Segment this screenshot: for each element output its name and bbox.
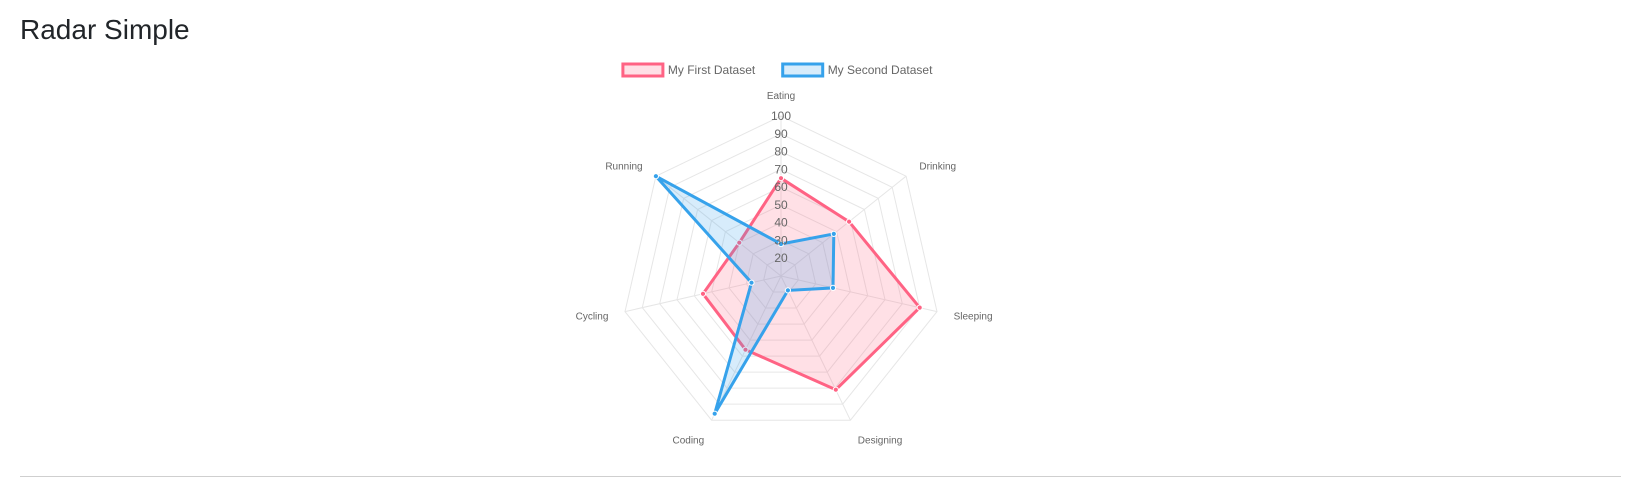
point-label: Cycling — [576, 311, 609, 322]
data-point-1[interactable] — [832, 386, 839, 393]
tick-label: 90 — [774, 127, 788, 141]
grid-ring — [763, 257, 799, 293]
data-point-1[interactable] — [777, 175, 785, 182]
tick-label: 50 — [774, 198, 788, 212]
grid-ring — [659, 151, 903, 389]
series-area-2 — [654, 174, 836, 415]
legend-item-2[interactable]: My Second Dataset — [781, 62, 933, 78]
tick-label: 30 — [774, 233, 788, 247]
tick-label: 60 — [774, 180, 788, 194]
legend-label: My First Dataset — [668, 63, 756, 77]
data-point-2[interactable] — [829, 284, 837, 291]
data-point-2[interactable] — [711, 410, 718, 417]
data-point-1[interactable] — [736, 239, 743, 246]
legend-item-1[interactable]: My First Dataset — [621, 62, 756, 78]
grid-ring — [745, 239, 817, 309]
grid-ring — [711, 204, 851, 341]
grid-ring — [676, 168, 886, 373]
grid-ring — [641, 133, 921, 405]
tick-label: 70 — [774, 162, 788, 176]
point-label: Designing — [858, 436, 902, 447]
grid-spoke — [780, 275, 851, 421]
grid-ring — [728, 222, 834, 325]
radial-tick-labels: 20 30 40 50 60 70 80 90 100 — [771, 109, 791, 265]
point-label: Sleeping — [954, 311, 993, 322]
point-label: Coding — [672, 436, 704, 447]
tick-label: 80 — [774, 145, 788, 159]
radar-series — [652, 173, 923, 417]
legend-swatch — [781, 62, 825, 78]
data-point-2[interactable] — [748, 279, 755, 286]
grid-spoke — [655, 175, 782, 277]
grid-spoke — [780, 175, 907, 277]
data-point-1[interactable] — [916, 304, 923, 311]
data-point-2[interactable] — [830, 230, 837, 237]
grid-ring — [624, 115, 938, 421]
point-labels: Eating Drinking Sleeping Designing Coding Cyc… — [576, 91, 993, 447]
point-label: Eating — [767, 91, 795, 102]
data-point-2[interactable] — [777, 240, 785, 248]
radar-chart: My First Dataset My Second Dataset 20 30 40… — [576, 62, 993, 447]
legend-swatch — [621, 62, 665, 78]
tick-label: 40 — [774, 216, 788, 230]
tick-label: 100 — [771, 109, 791, 123]
page-title: Radar Simple — [20, 14, 190, 45]
data-point-1[interactable] — [699, 290, 707, 297]
grid-spoke — [780, 275, 938, 313]
legend-label: My Second Dataset — [828, 63, 933, 77]
data-point-1[interactable] — [742, 346, 749, 353]
divider — [20, 476, 1621, 477]
point-label: Running — [605, 162, 642, 173]
data-point-1[interactable] — [846, 218, 853, 225]
radar-chart-svg: My First Dataset My Second Dataset 20 30 40… — [576, 62, 993, 447]
chart-legend: My First Dataset My Second Dataset — [621, 62, 933, 78]
data-point-2[interactable] — [784, 287, 792, 294]
tick-label: 20 — [774, 251, 788, 265]
point-label: Drinking — [919, 162, 956, 173]
data-point-2[interactable] — [652, 173, 660, 180]
